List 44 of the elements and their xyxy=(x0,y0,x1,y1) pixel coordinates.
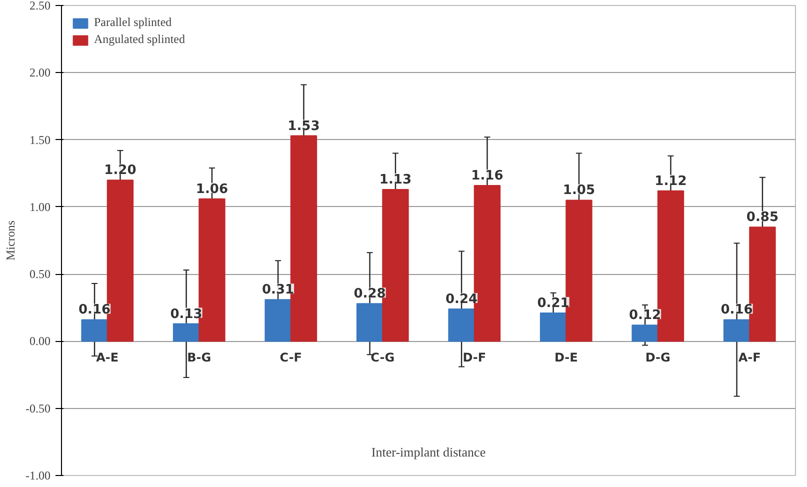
x-tick-label: C-F xyxy=(280,350,302,364)
y-tick-label: 1.00 xyxy=(30,200,50,214)
x-tick-label: D-G xyxy=(645,350,670,364)
legend-label: Angulated splinted xyxy=(94,32,185,47)
bar xyxy=(632,324,658,342)
data-label: 0.31 xyxy=(262,282,294,298)
y-tick-label: -1.00 xyxy=(26,468,51,482)
data-label: 0.12 xyxy=(628,308,662,324)
y-tick-label: 2.00 xyxy=(30,66,50,80)
x-tick-label: A-E xyxy=(96,350,119,364)
data-label: 0.24 xyxy=(445,292,478,307)
data-label: 0.85 xyxy=(746,210,779,226)
x-tick-label: D-E xyxy=(554,350,578,364)
y-tick-label: -0.50 xyxy=(26,401,51,416)
y-tick-label: 1.50 xyxy=(30,132,50,147)
data-label: 0.16 xyxy=(720,302,753,318)
data-label: 1.53 xyxy=(288,118,320,134)
bar xyxy=(81,319,108,342)
x-tick-label: B-G xyxy=(187,350,212,364)
bar xyxy=(264,299,292,342)
x-tick-label: A-F xyxy=(738,350,761,364)
data-label: 1.16 xyxy=(471,168,504,184)
bar xyxy=(448,308,475,342)
data-label: 1.13 xyxy=(379,172,412,188)
x-axis-title: Inter-implant distance xyxy=(371,444,486,460)
x-tick-label: C-G xyxy=(370,350,395,364)
y-tick-label: 0.50 xyxy=(30,267,50,282)
data-label: 1.20 xyxy=(104,163,136,178)
bar xyxy=(723,319,750,342)
data-label: 0.13 xyxy=(170,306,202,322)
y-axis-title: Microns xyxy=(4,220,18,260)
y-tick-label: 0.00 xyxy=(30,334,50,348)
data-label: 0.28 xyxy=(354,286,386,302)
bar xyxy=(540,312,567,342)
data-label: 1.12 xyxy=(654,174,687,189)
legend-label: Parallel splinted xyxy=(94,15,172,30)
data-label: 1.05 xyxy=(562,183,596,198)
x-tick-label: D-F xyxy=(462,350,486,364)
bar xyxy=(356,303,384,342)
y-tick-label: 2.50 xyxy=(30,0,50,12)
bar xyxy=(172,323,200,342)
data-label: 1.06 xyxy=(196,182,228,197)
data-label: 0.21 xyxy=(537,296,570,312)
data-label: 0.16 xyxy=(78,302,111,318)
